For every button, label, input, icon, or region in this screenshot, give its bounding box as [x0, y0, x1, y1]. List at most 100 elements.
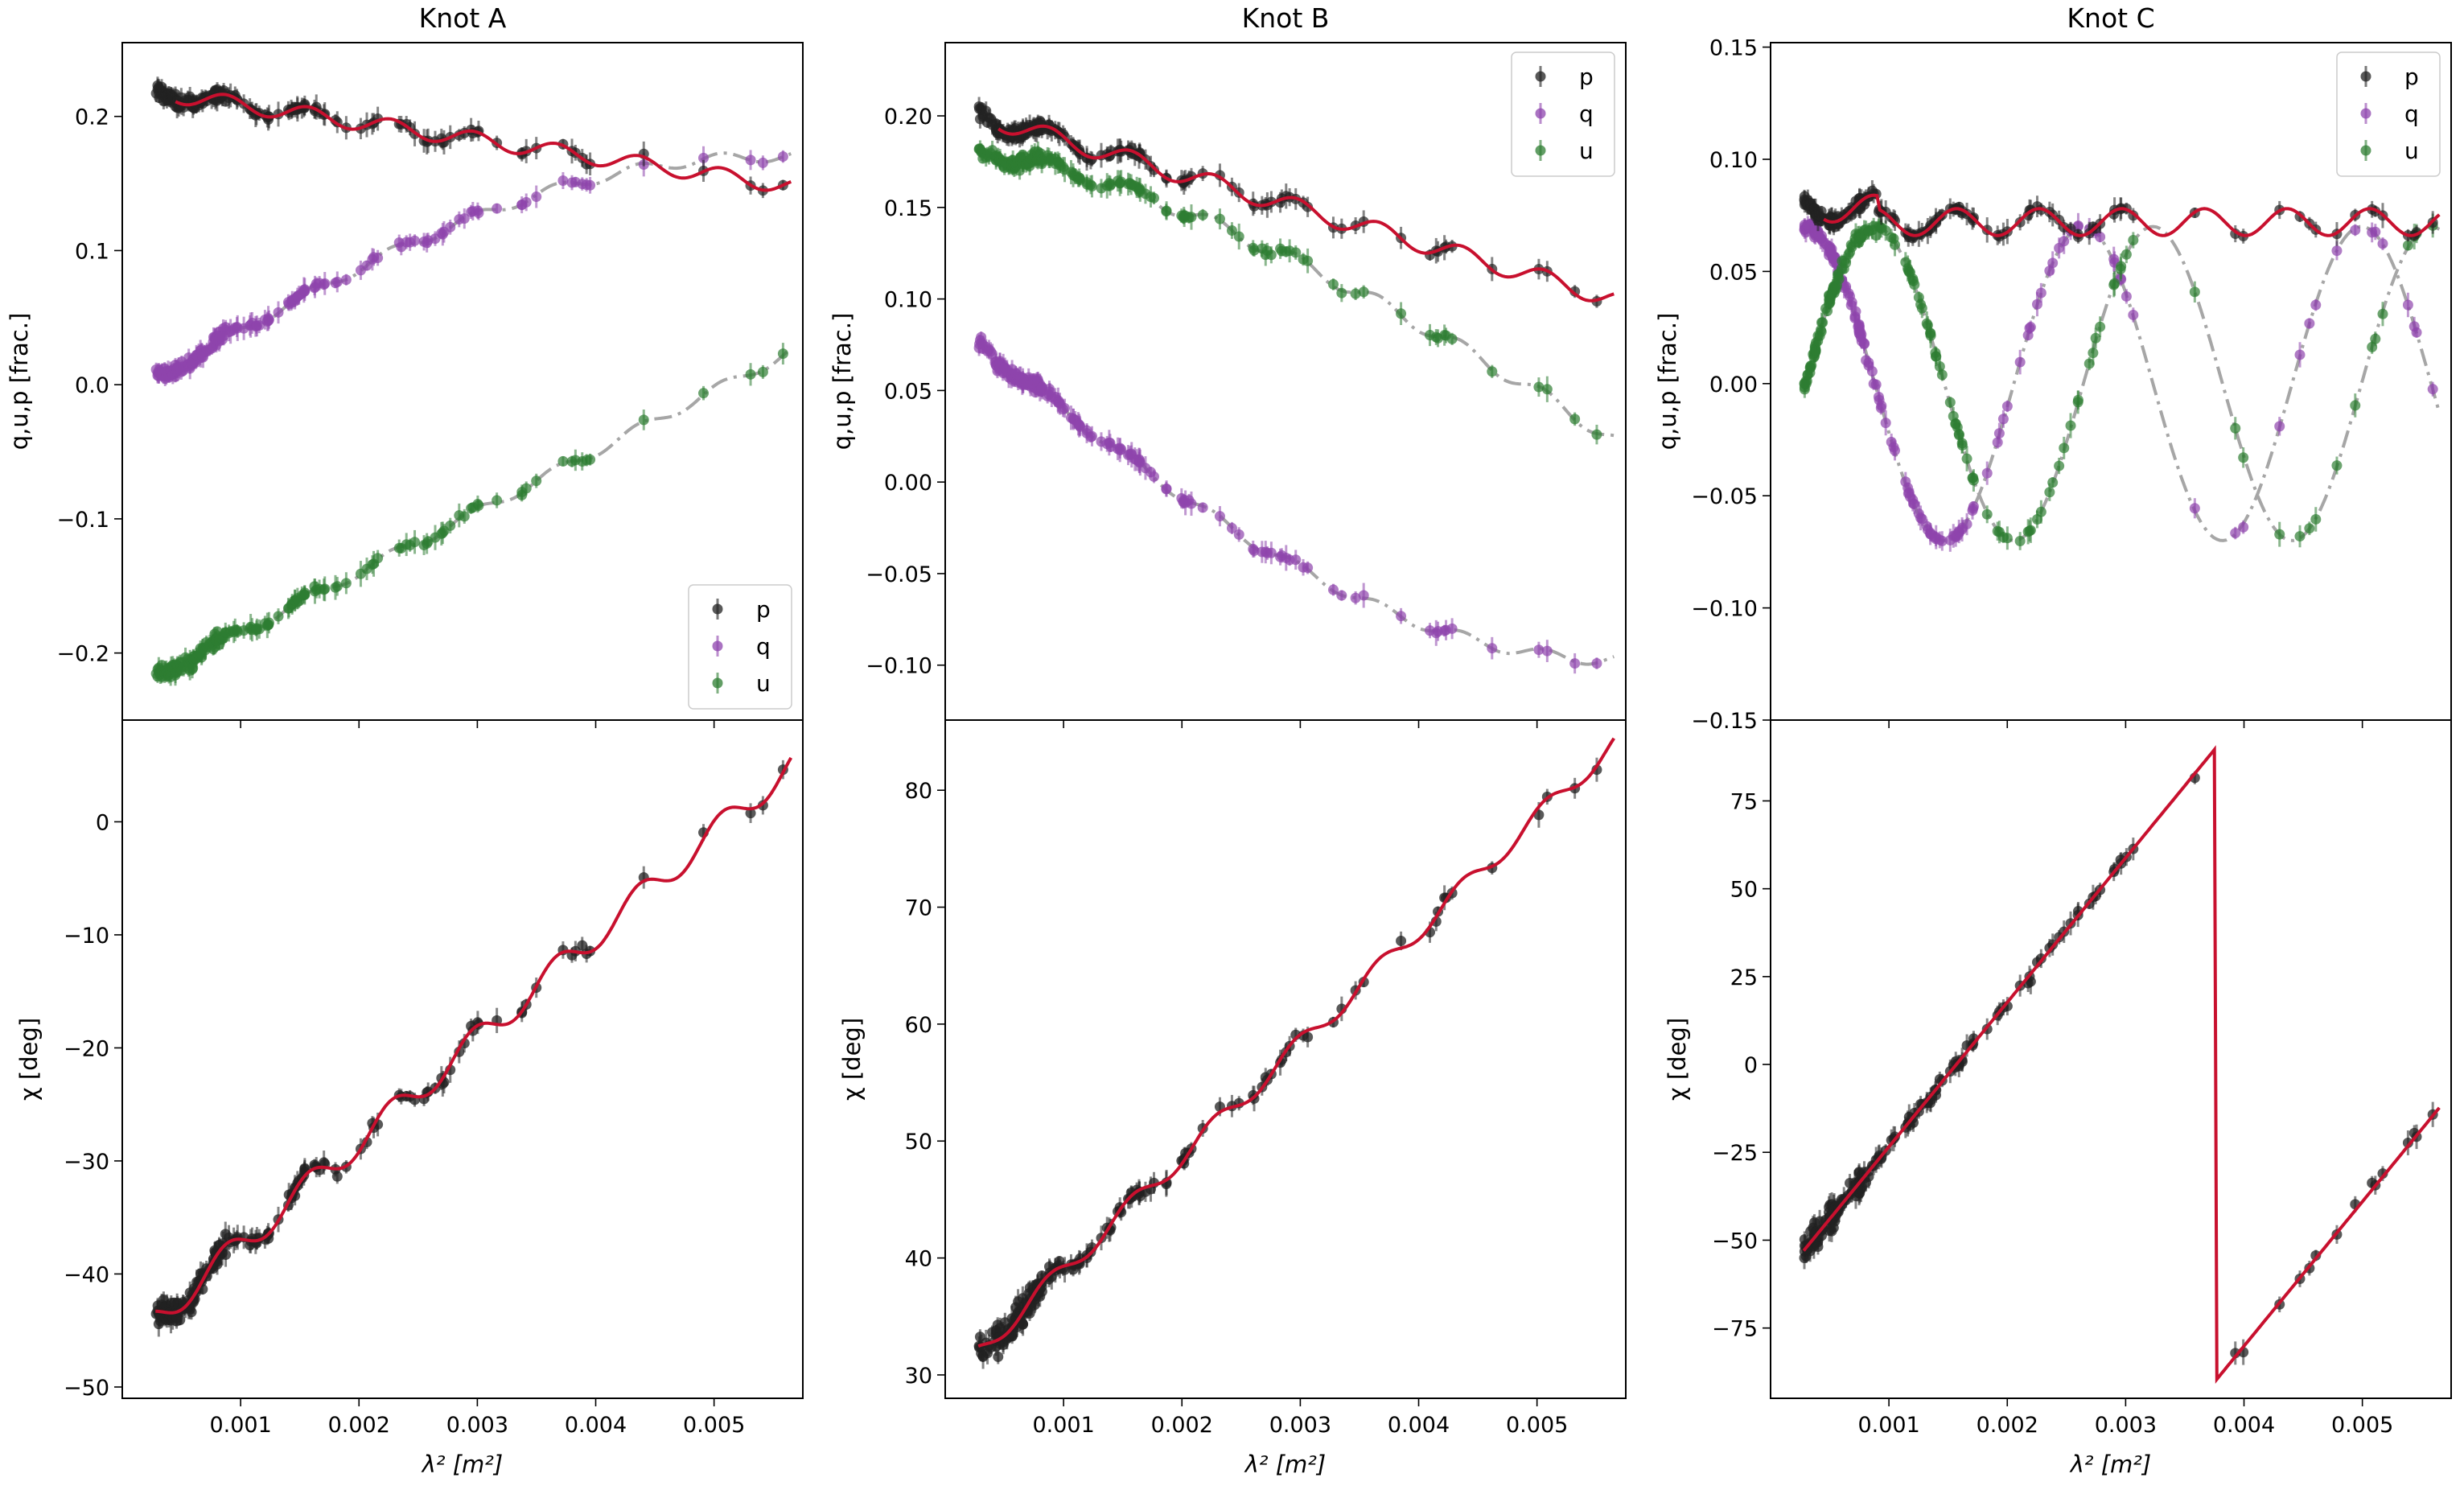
x-tick-label: 0.003 [446, 1413, 508, 1438]
point-u [2095, 321, 2106, 332]
point-u [520, 483, 532, 494]
point-u [2238, 452, 2249, 463]
y-axis-label-top: q,u,p [frac.] [6, 313, 33, 451]
x-axis-label: λ² [m²] [2069, 1451, 2152, 1478]
point-u [2274, 529, 2285, 540]
point-q [1059, 402, 1071, 414]
point-q [2095, 232, 2106, 243]
point-chi [299, 1163, 311, 1174]
point-u [1880, 225, 1891, 237]
y-tick-label-top: 0.2 [75, 105, 109, 130]
point-u [531, 475, 542, 487]
x-tick-label: 0.001 [209, 1413, 271, 1438]
point-u [2121, 249, 2132, 260]
point-q [445, 221, 456, 233]
point-q [1116, 444, 1127, 455]
series-chi [973, 757, 1602, 1369]
y-tick-label-bottom: 50 [1730, 878, 1758, 903]
point-u [2044, 487, 2055, 498]
legend-label-p: p [756, 596, 771, 623]
point-u [2116, 261, 2127, 272]
point-q [2350, 224, 2361, 236]
y-axis-label-bottom: χ [deg] [838, 1018, 866, 1101]
y-tick-label-top: 0.05 [884, 379, 932, 404]
point-u [1396, 308, 1407, 319]
point-u [1591, 429, 1602, 440]
point-q [2274, 421, 2285, 432]
point-u [557, 455, 569, 467]
point-u [1336, 287, 1347, 298]
point-q [2304, 318, 2315, 329]
point-q [2031, 298, 2042, 310]
legend-label-u: u [2404, 138, 2419, 164]
y-tick-label-bottom: 25 [1730, 965, 1758, 990]
y-tick-label-bottom: −75 [1712, 1317, 1758, 1342]
panel-title: Knot B [1242, 2, 1330, 34]
point-chi [2377, 1168, 2388, 1179]
point-u [2189, 286, 2200, 298]
point-chi [1396, 935, 1407, 946]
point-q [2238, 521, 2249, 533]
y-axis-label-bottom: χ [deg] [1664, 1018, 1691, 1101]
y-tick-label-bottom: 60 [905, 1013, 932, 1038]
point-u [331, 581, 343, 592]
point-q [2310, 299, 2322, 311]
y-tick-label-bottom: −50 [1712, 1229, 1758, 1253]
point-u [2047, 477, 2059, 488]
y-tick-label-bottom: 75 [1730, 789, 1758, 814]
legend-marker-u [2360, 145, 2371, 156]
y-tick-label-top: 0.10 [1709, 148, 1758, 173]
point-q [557, 175, 569, 186]
point-u [1086, 180, 1097, 191]
legend-label-u: u [756, 670, 771, 697]
legend-marker-u [1535, 145, 1546, 156]
point-chi [993, 1351, 1004, 1362]
chi-frame [944, 719, 1627, 1399]
series-chi [150, 759, 788, 1337]
point-q [1846, 297, 1857, 308]
legend-box [1511, 51, 1615, 177]
point-q [492, 203, 503, 214]
point-q [1233, 529, 1244, 540]
point-u [1936, 369, 1948, 381]
point-q [757, 157, 768, 168]
legend-marker-q [712, 640, 723, 652]
panel-0: Knot A 0.001 0.002 0.003 0.004 0.005 −0.2 −0.1 0… [6, 2, 804, 1478]
point-q [2001, 401, 2013, 412]
legend-label-q: q [2404, 101, 2419, 127]
point-u [2059, 443, 2070, 454]
point-q [2294, 349, 2306, 360]
legend-label-u: u [1579, 138, 1594, 164]
legend: pqu [2336, 51, 2441, 177]
series-q [973, 331, 1602, 674]
point-u [372, 553, 384, 564]
x-tick-label: 0.004 [565, 1413, 627, 1438]
point-q [1197, 502, 1208, 513]
legend-marker-p [1535, 71, 1546, 82]
point-q [1149, 471, 1160, 482]
y-tick-label-top: 0.20 [884, 105, 932, 130]
point-q [459, 213, 470, 224]
series-q [1799, 212, 2438, 552]
point-q [1327, 584, 1339, 595]
point-q [1936, 535, 1948, 546]
point-u [1909, 279, 1920, 290]
y-tick-label-bottom: 0 [96, 810, 109, 835]
point-q [2230, 528, 2241, 539]
point-u [2072, 394, 2083, 405]
y-tick-label-bottom: 30 [905, 1364, 932, 1389]
point-u [2109, 278, 2121, 289]
y-tick-label-top: −0.1 [56, 508, 109, 533]
point-q [473, 208, 484, 219]
series-u [1799, 213, 2438, 550]
y-tick-label-bottom: 70 [905, 896, 932, 921]
model-q-line [977, 340, 1615, 666]
point-u [2294, 531, 2306, 542]
point-u [1968, 475, 1979, 486]
y-tick-label-top: 0.00 [884, 471, 932, 496]
point-u [473, 500, 484, 511]
legend: pqu [688, 584, 792, 710]
x-tick-label: 0.004 [2213, 1413, 2275, 1438]
point-q [1961, 519, 1972, 530]
point-q [1226, 522, 1237, 533]
